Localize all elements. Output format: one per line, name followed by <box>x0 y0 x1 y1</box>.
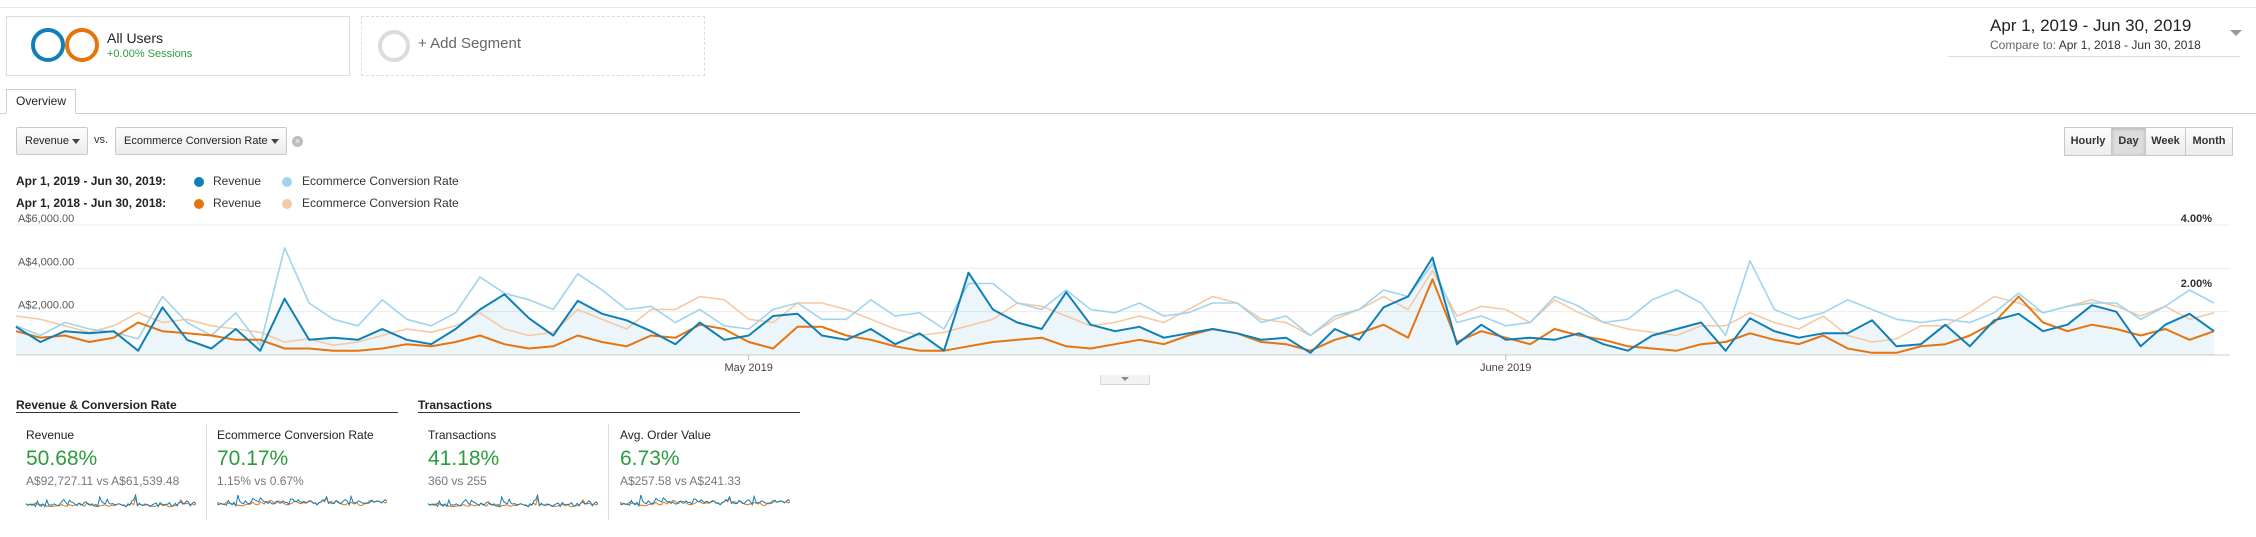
date-range-divider <box>1948 56 2240 57</box>
scorecard-change: 6.73% <box>620 447 680 470</box>
compare-value: Apr 1, 2018 - Jun 30, 2018 <box>2058 38 2201 52</box>
conversion-previous-legend-dot <box>282 199 292 209</box>
sparkline <box>217 494 387 508</box>
legend-conversion-label: Ecommerce Conversion Rate <box>302 196 459 210</box>
group-rule <box>418 412 800 413</box>
scorecard-avg-order-value[interactable]: Avg. Order Value 6.73% A$257.58 vs A$241… <box>620 420 800 520</box>
scorecard-transactions[interactable]: Transactions 41.18% 360 vs 255 <box>428 420 608 520</box>
y-axis-right-label: 2.00% <box>2181 278 2212 290</box>
sparkline <box>26 494 196 508</box>
granularity-week-button[interactable]: Week <box>2145 127 2186 156</box>
conversion-current-line <box>15 246 2215 347</box>
scorecard-group-title: Transactions <box>418 398 493 412</box>
granularity-hourly-button[interactable]: Hourly <box>2064 127 2112 156</box>
scorecard-group-title: Revenue & Conversion Rate <box>16 398 177 412</box>
y-axis-left-label: A$6,000.00 <box>18 213 74 225</box>
date-range-main: Apr 1, 2019 - Jun 30, 2019 <box>1990 16 2192 35</box>
segment-compare-ring-icon <box>65 28 99 62</box>
tab-overview[interactable]: Overview <box>6 89 76 114</box>
legend-previous-period: Apr 1, 2018 - Jun 30, 2018: Revenue Ecom… <box>16 196 516 212</box>
sparkline-current <box>26 494 196 508</box>
segment-title: All Users <box>107 30 164 46</box>
legend-revenue-label: Revenue <box>213 196 262 210</box>
revenue-current-legend-dot <box>194 177 204 187</box>
scorecard-compare: A$92,727.11 vs A$61,539.48 <box>26 474 180 488</box>
primary-metric-select[interactable]: Revenue <box>16 127 88 155</box>
chevron-down-icon[interactable] <box>2230 30 2242 36</box>
legend-revenue-label: Revenue <box>213 174 262 188</box>
sparkline-current <box>428 494 598 508</box>
primary-metric-label: Revenue <box>25 135 70 147</box>
date-range-compare: Compare to: Apr 1, 2018 - Jun 30, 2018 <box>1990 38 2201 52</box>
y-axis-right-label: 4.00% <box>2181 213 2212 225</box>
scorecard-name: Ecommerce Conversion Rate <box>217 428 374 442</box>
x-axis-label: June 2019 <box>1480 362 1531 374</box>
segment-sessions-change: +0.00% Sessions <box>107 48 193 60</box>
top-border <box>0 0 2256 8</box>
tab-bar-line <box>0 113 2256 114</box>
granularity-day-button[interactable]: Day <box>2111 127 2146 156</box>
sparkline <box>620 494 790 508</box>
revenue-previous-line <box>15 278 2215 354</box>
revenue-conversion-chart[interactable]: A$6,000.00 A$4,000.00 A$2,000.00 4.00% 2.00%… <box>0 210 2256 380</box>
revenue-current-area <box>16 257 2214 355</box>
date-range-picker[interactable]: Apr 1, 2019 - Jun 30, 2019 Compare to: A… <box>1990 16 2242 52</box>
chevron-down-icon <box>72 139 80 144</box>
group-rule <box>16 412 398 413</box>
x-axis-label: May 2019 <box>725 362 773 374</box>
legend-period-label: Apr 1, 2018 - Jun 30, 2018: <box>16 196 167 210</box>
scorecard-change: 70.17% <box>217 447 289 470</box>
scorecard-name: Avg. Order Value <box>620 428 711 442</box>
sparkline-previous <box>620 496 790 507</box>
card-divider <box>206 424 207 520</box>
scorecard-revenue[interactable]: Revenue 50.68% A$92,727.11 vs A$61,539.4… <box>26 420 206 520</box>
sparkline <box>428 494 598 508</box>
scorecard-change: 50.68% <box>26 447 98 470</box>
secondary-metric-select[interactable]: Ecommerce Conversion Rate <box>115 127 287 155</box>
empty-segment-ring-icon <box>378 30 410 62</box>
conversion-previous-line <box>15 269 2215 347</box>
scorecard-name: Transactions <box>428 428 497 442</box>
chevron-down-icon <box>1121 377 1129 381</box>
sparkline-current <box>217 494 387 508</box>
chart-collapse-handle[interactable] <box>1100 375 1150 385</box>
segment-all-users[interactable]: All Users +0.00% Sessions <box>6 16 350 76</box>
scorecard-compare: 360 vs 255 <box>428 474 487 488</box>
sparkline-previous <box>217 496 387 507</box>
scorecard-compare: 1.15% vs 0.67% <box>217 474 304 488</box>
secondary-metric-label: Ecommerce Conversion Rate <box>124 135 268 147</box>
scorecard-conversion-rate[interactable]: Ecommerce Conversion Rate 70.17% 1.15% v… <box>217 420 397 520</box>
y-axis-left-label: A$4,000.00 <box>18 256 74 268</box>
revenue-previous-legend-dot <box>194 199 204 209</box>
scorecard-change: 41.18% <box>428 447 500 470</box>
legend-conversion-label: Ecommerce Conversion Rate <box>302 174 459 188</box>
scorecard-name: Revenue <box>26 428 75 442</box>
revenue-current-line <box>15 256 2215 354</box>
segment-current-ring-icon <box>31 28 65 62</box>
chevron-down-icon <box>271 139 279 144</box>
sparkline-current <box>620 494 790 508</box>
sparkline-previous <box>26 497 196 508</box>
clear-metric-icon[interactable]: × <box>292 136 303 147</box>
legend-current-period: Apr 1, 2019 - Jun 30, 2019: Revenue Ecom… <box>16 174 516 190</box>
card-divider <box>608 424 609 520</box>
compare-label: Compare to: <box>1990 38 2057 52</box>
add-segment-button[interactable]: + Add Segment <box>361 16 705 76</box>
conversion-current-legend-dot <box>282 177 292 187</box>
add-segment-label: + Add Segment <box>418 35 521 52</box>
y-axis-left-label: A$2,000.00 <box>18 300 74 312</box>
legend-period-label: Apr 1, 2019 - Jun 30, 2019: <box>16 174 167 188</box>
scorecard-compare: A$257.58 vs A$241.33 <box>620 474 741 488</box>
sparkline-previous <box>428 497 598 508</box>
vs-label: vs. <box>94 134 109 146</box>
granularity-month-button[interactable]: Month <box>2185 127 2233 156</box>
